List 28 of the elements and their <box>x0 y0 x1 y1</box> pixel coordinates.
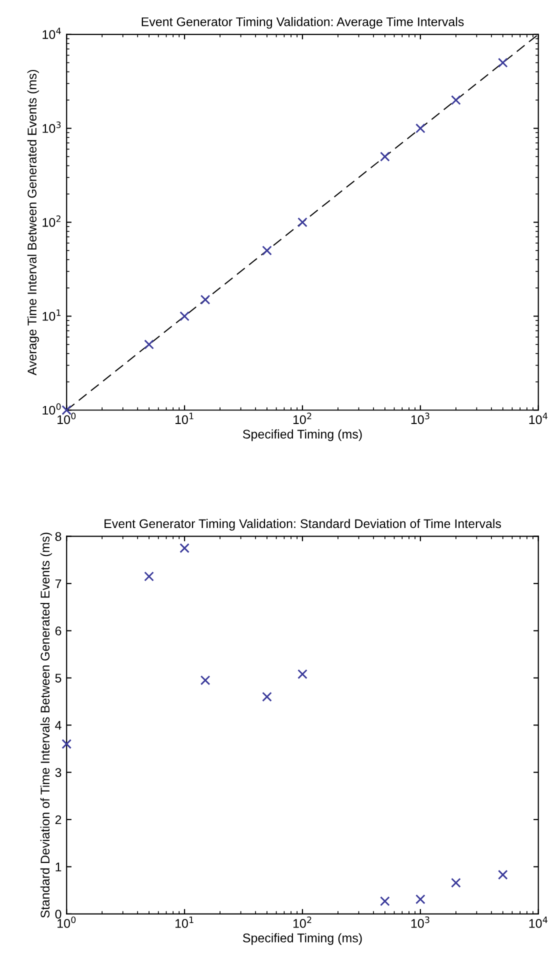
y-axis-title: Standard Deviation of Time Intervals Between Generated Events (ms) <box>40 532 52 918</box>
y-tick-label: 7 <box>55 579 62 588</box>
y-tick-label: 2 <box>55 815 62 824</box>
y-tick-label: 10$^{3}$ <box>42 121 61 133</box>
x-tick-label: 10$^{3}$ <box>411 916 430 928</box>
x-tick-label: 10$^{1}$ <box>175 412 194 424</box>
y-tick-label: 10$^{2}$ <box>42 215 60 227</box>
y-tick-label: 10$^{4}$ <box>42 28 61 39</box>
chart-title: Event Generator Timing Validation: Standard Deviation of Time Intervals <box>104 518 501 531</box>
y-tick-label: 6 <box>55 626 62 636</box>
x-tick-label: 10$^{3}$ <box>411 412 430 424</box>
x-axis-title: Specified Timing (ms) <box>242 933 362 945</box>
x-tick-label: 10$^{4}$ <box>529 412 548 424</box>
x-axis-title: Specified Timing (ms) <box>242 429 362 442</box>
y-tick-label: 10$^{0}$ <box>42 403 61 415</box>
y-tick-label: 4 <box>55 721 62 730</box>
x-tick-label: 10$^{2}$ <box>293 412 312 424</box>
y-tick-label: 10$^{1}$ <box>42 309 61 321</box>
y-tick-label: 0 <box>55 910 62 919</box>
y-tick-label: 8 <box>55 532 62 541</box>
chart-title: Event Generator Timing Validation: Average Time Intervals <box>142 17 464 29</box>
y-tick-label: 3 <box>55 768 62 777</box>
y-axis-title: Average Time Interval Between Generated Events (ms) <box>27 70 39 376</box>
y-tick-label: 5 <box>55 674 62 683</box>
x-tick-label: 10$^{2}$ <box>293 916 312 928</box>
x-tick-label: 10$^{4}$ <box>529 916 548 928</box>
x-tick-label: 10$^{1}$ <box>175 916 194 928</box>
y-tick-label: 1 <box>56 862 62 872</box>
